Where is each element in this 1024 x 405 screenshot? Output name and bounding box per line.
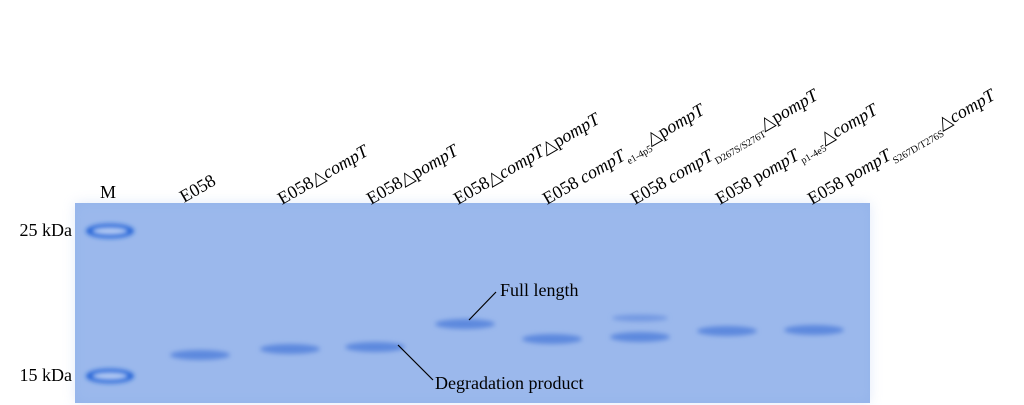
size-label: 15 kDa xyxy=(20,365,73,385)
annotation: Degradation product xyxy=(435,373,583,393)
sample-band xyxy=(435,319,495,329)
sample-band xyxy=(170,350,230,360)
sample-band xyxy=(260,344,320,354)
size-label: 25 kDa xyxy=(20,220,73,240)
label-part: E058 xyxy=(176,170,219,206)
lane-label: E058 compTe1-4p5△pompT xyxy=(539,99,712,213)
label-part: compT xyxy=(576,144,630,187)
label-part: E058△p xyxy=(363,161,426,209)
label-part: D267S/S276T xyxy=(713,128,768,166)
label-part: ompT xyxy=(776,84,823,123)
label-part: E058△ xyxy=(450,165,505,208)
label-part: ompT xyxy=(757,144,804,183)
lane-label: E058 pompTp1-4e5△compT xyxy=(712,99,885,213)
label-part: ompT xyxy=(849,144,896,183)
label-part: compT xyxy=(828,99,882,142)
sample-band xyxy=(522,334,582,344)
annotation: Full length xyxy=(500,280,579,300)
marker-band-core xyxy=(92,227,128,235)
label-part: compT xyxy=(946,84,1000,127)
lane-label: E058△compT xyxy=(274,140,373,209)
sample-band xyxy=(345,342,405,352)
lane-label: E058△pompT xyxy=(363,139,463,208)
figure: M 25 kDa 15 kDa E058E058△compTE058△pompT… xyxy=(0,0,1024,405)
label-part: compT xyxy=(664,144,718,187)
sample-band xyxy=(612,315,668,322)
label-part: E058 p xyxy=(804,165,859,208)
lane-label: E058 pompTS267D/T276S△compT xyxy=(804,84,1002,213)
label-part: ompT xyxy=(416,139,463,178)
label-part: E058 p xyxy=(712,165,767,208)
lane-label: E058△compT△pompT xyxy=(450,108,604,209)
sample-band xyxy=(784,325,844,335)
sample-band xyxy=(697,326,757,336)
marker-label: M xyxy=(100,182,116,202)
label-part: E058△ xyxy=(274,165,329,208)
lane-label: E058 xyxy=(176,170,219,206)
label-part: compT xyxy=(319,140,373,183)
marker-band-core xyxy=(92,372,128,380)
sample-band xyxy=(610,332,670,342)
label-part: ompT xyxy=(557,108,604,147)
label-part: S267D/T276S xyxy=(891,128,946,166)
label-part: ompT xyxy=(662,99,709,138)
